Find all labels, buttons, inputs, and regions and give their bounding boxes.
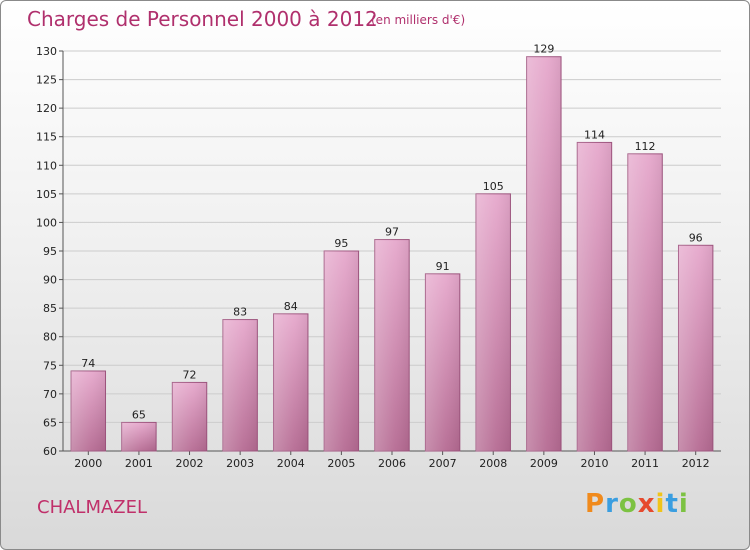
x-tick-label: 2012	[682, 457, 710, 470]
y-tick-label: 75	[43, 359, 57, 372]
x-tick-label: 2005	[327, 457, 355, 470]
logo-letter: t	[665, 489, 679, 519]
bar-shine	[374, 239, 410, 451]
x-tick-label: 2007	[429, 457, 457, 470]
x-tick-label: 2001	[125, 457, 153, 470]
x-tick-label: 2003	[226, 457, 254, 470]
x-tick-label: 2008	[479, 457, 507, 470]
y-tick-label: 110	[36, 159, 57, 172]
data-label: 95	[334, 237, 348, 250]
y-tick-label: 95	[43, 245, 57, 258]
bar-shine	[121, 422, 157, 451]
bar-shine	[324, 251, 359, 451]
x-tick-label: 2006	[378, 457, 406, 470]
chart-title: Charges de Personnel 2000 à 2012	[27, 7, 378, 31]
y-tick-label: 70	[43, 388, 57, 401]
y-tick-label: 120	[36, 102, 57, 115]
x-tick-label: 2009	[530, 457, 558, 470]
y-tick-label: 130	[36, 45, 57, 58]
bar-shine	[678, 245, 713, 451]
data-label: 91	[436, 260, 450, 273]
y-tick-label: 60	[43, 445, 57, 458]
logo-letter: r	[605, 489, 619, 519]
bar-shine	[627, 153, 663, 451]
bar-shine	[222, 319, 258, 451]
data-label: 83	[233, 306, 247, 319]
y-tick-label: 115	[36, 131, 57, 144]
data-label: 74	[81, 357, 95, 370]
x-tick-label: 2010	[580, 457, 608, 470]
bar-shine	[172, 382, 207, 451]
bar-shine	[425, 273, 460, 451]
logo-letter: x	[637, 489, 656, 519]
commune-name: CHALMAZEL	[37, 497, 148, 518]
y-tick-label: 65	[43, 416, 57, 429]
x-tick-label: 2004	[277, 457, 305, 470]
y-tick-label: 125	[36, 74, 57, 87]
logo-letter: i	[678, 489, 689, 519]
data-label: 65	[132, 408, 146, 421]
bars	[70, 56, 714, 452]
data-label: 97	[385, 226, 399, 239]
labels: 60 65 70 75 80 85 90 95 100 105 110 115 120 125 130 74 2…	[36, 43, 710, 470]
y-tick-label: 80	[43, 331, 57, 344]
logo-letter: P	[585, 489, 606, 519]
y-tick-label: 90	[43, 274, 57, 287]
data-label: 112	[635, 140, 656, 153]
data-label: 129	[533, 43, 554, 56]
data-label: 84	[284, 300, 298, 313]
logo-letter: o	[618, 489, 638, 519]
data-label: 96	[689, 231, 703, 244]
x-tick-label: 2011	[631, 457, 659, 470]
data-label: 72	[183, 368, 197, 381]
data-label: 114	[584, 128, 605, 141]
x-tick-label: 2000	[74, 457, 102, 470]
bar-shine	[71, 371, 106, 451]
y-tick-label: 85	[43, 302, 57, 315]
data-label: 105	[483, 180, 504, 193]
bar-shine	[476, 193, 511, 451]
chart-subtitle: (en milliers d'€)	[371, 13, 466, 27]
proxiti-logo: Proxiti	[585, 489, 689, 519]
bar-shine	[577, 142, 612, 451]
x-tick-label: 2002	[176, 457, 204, 470]
y-tick-label: 100	[36, 216, 57, 229]
logo-letter: i	[655, 489, 666, 519]
bar-shine	[526, 56, 562, 451]
bar-shine	[273, 313, 308, 451]
y-tick-label: 105	[36, 188, 57, 201]
